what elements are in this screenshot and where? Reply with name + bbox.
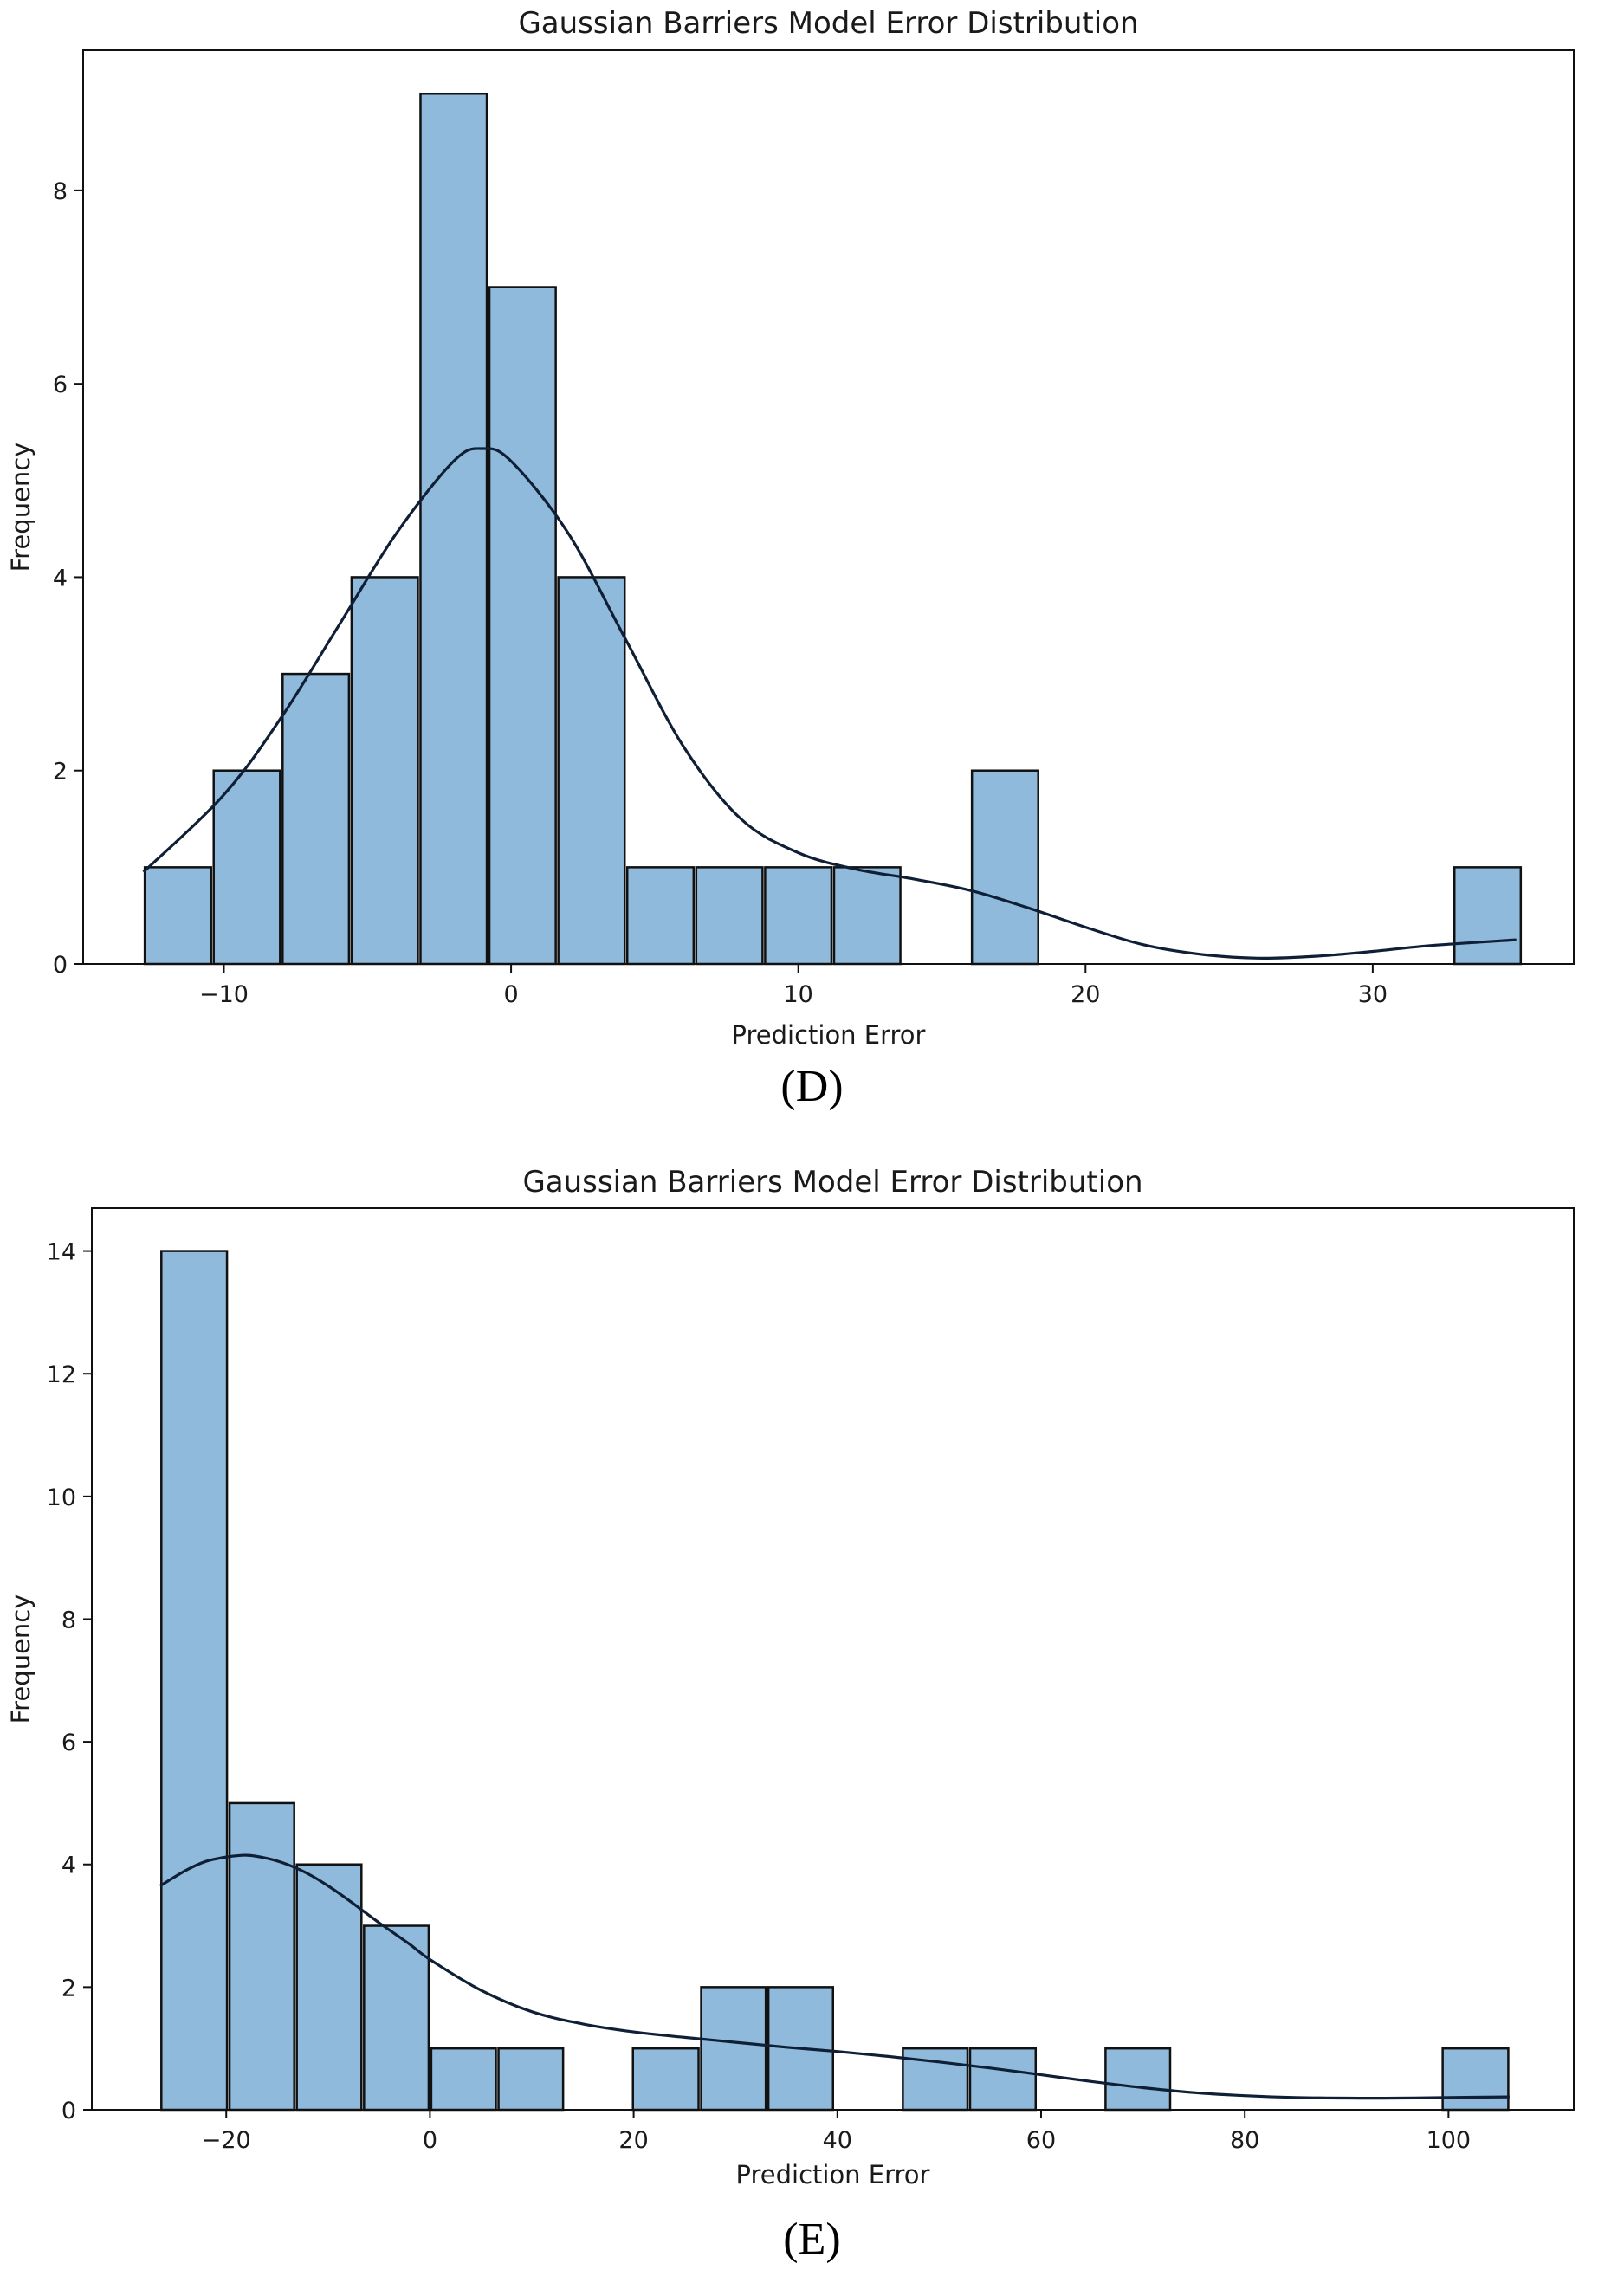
histogram-bar <box>488 286 557 966</box>
panel-caption-e: (E) <box>783 2215 841 2264</box>
y-tick-label: 6 <box>53 372 68 398</box>
histogram-bar <box>281 672 351 966</box>
kde-curve <box>142 447 1517 960</box>
plot-frame <box>91 1207 1575 2111</box>
y-tick-label: 8 <box>61 1607 76 1633</box>
kde-curve <box>159 1853 1510 2100</box>
histogram-bar <box>1453 866 1523 966</box>
histogram-bar <box>143 866 212 966</box>
histogram-bar <box>625 866 696 966</box>
histogram-bar <box>631 2047 700 2112</box>
histogram-bar <box>419 92 488 966</box>
x-tick-label: 20 <box>618 2127 648 2154</box>
plot-frame <box>82 49 1575 965</box>
histogram-bar <box>212 769 281 966</box>
histogram-bar <box>350 576 419 966</box>
y-tick-label: 0 <box>53 952 68 979</box>
x-tick-label: 80 <box>1230 2127 1259 2154</box>
y-tick-label: 8 <box>53 178 68 205</box>
y-tick-label: 2 <box>61 1975 76 2002</box>
histogram-bar <box>832 866 902 966</box>
x-tick-label: −10 <box>199 981 249 1008</box>
histogram-bar <box>497 2047 565 2112</box>
y-tick-label: 6 <box>61 1730 76 1756</box>
x-tick-label: 100 <box>1427 2127 1472 2154</box>
histogram-bar <box>970 769 1039 966</box>
chart-e: −20 0 20 40 60 80 100 0 2 4 6 8 10 12 14 Gaussian Bar… <box>6 1165 1575 2189</box>
chart-d: −10 0 10 20 30 0 2 4 6 8 Gaussian Barriers Model… <box>6 6 1575 1050</box>
histogram-bar <box>764 866 833 966</box>
histogram-bar <box>228 1801 295 2112</box>
histogram-bar <box>1441 2047 1510 2112</box>
histogram-bar <box>968 2047 1038 2112</box>
y-axis-label: Frequency <box>6 443 36 572</box>
histogram-bar <box>295 1863 363 2112</box>
x-tick-label: 60 <box>1026 2127 1056 2154</box>
y-tick-label: 4 <box>53 565 68 592</box>
histogram-bar <box>557 576 626 966</box>
x-tick-label: 40 <box>823 2127 852 2154</box>
y-tick-label: 0 <box>61 2098 76 2124</box>
y-tick-label: 10 <box>47 1484 76 1511</box>
histogram-bar <box>1104 2047 1172 2112</box>
y-tick-label: 14 <box>47 1239 76 1266</box>
x-tick-label: 30 <box>1358 981 1388 1008</box>
x-tick-label: 0 <box>503 981 518 1008</box>
x-tick-label: 0 <box>423 2127 437 2154</box>
chart-title: Gaussian Barriers Model Error Distributi… <box>518 6 1138 41</box>
x-axis-label: Prediction Error <box>732 1020 926 1050</box>
y-tick-label: 2 <box>53 759 68 786</box>
histogram-bar <box>160 1250 229 2112</box>
histogram-bar <box>700 1986 767 2112</box>
x-tick-label: 10 <box>784 981 813 1008</box>
histogram-bar <box>902 2047 969 2112</box>
y-tick-label: 4 <box>61 1853 76 1879</box>
y-axis-label: Frequency <box>6 1594 36 1724</box>
histogram-bar <box>363 1924 430 2112</box>
histogram-bar <box>695 866 764 966</box>
panel-caption-d: (D) <box>780 1062 844 1111</box>
x-tick-label: 20 <box>1071 981 1100 1008</box>
x-axis-label: Prediction Error <box>736 2160 930 2189</box>
histogram-bar <box>430 2047 497 2112</box>
chart-title: Gaussian Barriers Model Error Distributi… <box>522 1165 1142 1200</box>
y-tick-label: 12 <box>47 1361 76 1388</box>
x-tick-label: −20 <box>202 2127 251 2154</box>
